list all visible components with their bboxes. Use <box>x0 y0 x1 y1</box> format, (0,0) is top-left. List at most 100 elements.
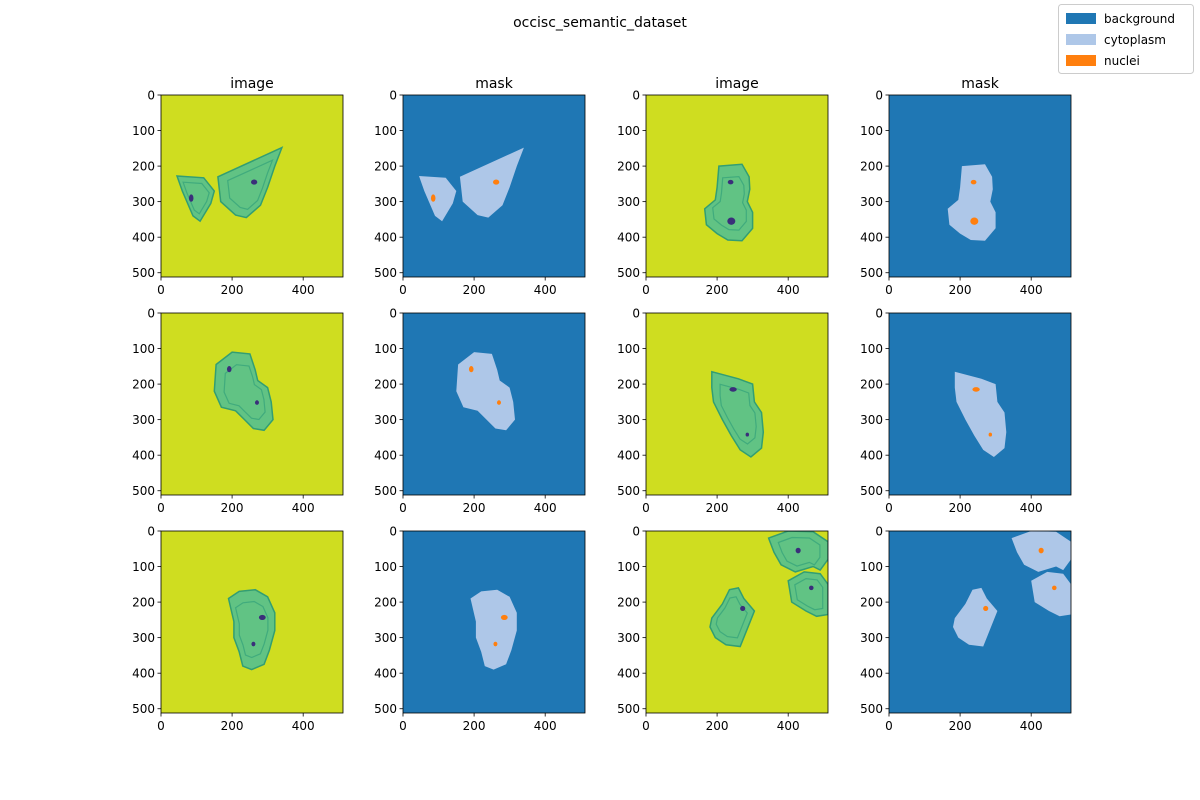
nucleus-region <box>430 194 436 202</box>
x-tick-label: 200 <box>706 501 729 515</box>
y-tick-label: 100 <box>617 560 640 574</box>
figure-title: occisc_semantic_dataset <box>513 15 687 31</box>
legend-swatch-nuclei <box>1066 55 1096 66</box>
y-tick-label: 100 <box>132 342 155 356</box>
y-tick-label: 400 <box>617 667 640 681</box>
cytoplasm-region <box>1031 571 1071 617</box>
legend-label-background: background <box>1104 12 1175 26</box>
x-tick-label: 0 <box>157 719 165 733</box>
y-tick-label: 400 <box>374 667 397 681</box>
panel-image-4: 0 200 400 0 100 200 300 400 500 <box>617 307 829 515</box>
x-tick-label: 400 <box>1020 719 1043 733</box>
y-tick-label: 100 <box>374 560 397 574</box>
y-tick-label: 300 <box>374 413 397 427</box>
x-tick-label: 400 <box>777 501 800 515</box>
y-tick-label: 100 <box>860 342 883 356</box>
nucleus-region <box>493 641 498 647</box>
y-tick-label: 100 <box>860 560 883 574</box>
y-tick-label: 400 <box>617 449 640 463</box>
nucleus <box>727 217 736 225</box>
panel-mask-5: 0 200 400 0 100 200 300 400 500 <box>374 525 586 733</box>
y-tick-label: 200 <box>374 378 397 392</box>
panel-image-3: 0 200 400 0 100 200 300 400 500 <box>132 307 344 515</box>
x-tick-label: 200 <box>949 719 972 733</box>
y-tick-label: 400 <box>860 231 883 245</box>
y-tick-label: 300 <box>132 631 155 645</box>
x-tick-label: 0 <box>642 283 650 297</box>
cytoplasm-region <box>459 147 524 218</box>
x-tick-label: 200 <box>706 283 729 297</box>
y-tick-label: 100 <box>860 124 883 138</box>
y-tick-label: 400 <box>132 667 155 681</box>
y-tick-label: 400 <box>132 449 155 463</box>
y-tick-label: 0 <box>389 525 397 539</box>
nucleus-region <box>500 614 508 620</box>
legend-label-cytoplasm: cytoplasm <box>1104 33 1166 47</box>
panel-image-2: image 0 200 400 0 100 200 300 400 500 <box>617 76 829 297</box>
cytoplasm-region <box>419 176 457 222</box>
cytoplasm-region <box>953 587 998 647</box>
y-tick-label: 200 <box>132 160 155 174</box>
y-tick-label: 300 <box>860 631 883 645</box>
x-tick-label: 200 <box>221 283 244 297</box>
nucleus <box>226 366 232 373</box>
cell-body <box>227 588 276 671</box>
nucleus <box>188 194 194 202</box>
x-tick-label: 0 <box>885 719 893 733</box>
y-tick-label: 500 <box>132 484 155 498</box>
x-tick-label: 0 <box>157 283 165 297</box>
y-tick-label: 500 <box>860 702 883 716</box>
y-tick-label: 400 <box>132 231 155 245</box>
x-tick-label: 200 <box>463 501 486 515</box>
x-tick-label: 0 <box>399 501 407 515</box>
x-tick-label: 200 <box>463 283 486 297</box>
legend: background cytoplasm nuclei <box>1058 4 1194 74</box>
y-tick-label: 300 <box>374 631 397 645</box>
cell-fold <box>227 159 274 210</box>
y-tick-label: 400 <box>374 449 397 463</box>
x-tick-label: 400 <box>292 719 315 733</box>
x-tick-label: 0 <box>399 283 407 297</box>
nucleus-region <box>493 179 500 185</box>
x-tick-label: 400 <box>534 719 557 733</box>
legend-swatch-cytoplasm <box>1066 34 1096 45</box>
y-tick-label: 500 <box>860 484 883 498</box>
y-tick-label: 0 <box>147 307 155 321</box>
y-tick-label: 300 <box>132 195 155 209</box>
y-tick-label: 200 <box>132 378 155 392</box>
panel-mask-4: 0 200 400 0 100 200 300 400 500 <box>860 307 1072 515</box>
nucleus <box>727 179 734 185</box>
axes-frame <box>402 312 586 496</box>
y-tick-label: 0 <box>875 307 883 321</box>
y-tick-label: 500 <box>617 484 640 498</box>
x-tick-label: 0 <box>885 283 893 297</box>
y-tick-label: 0 <box>875 525 883 539</box>
y-tick-label: 500 <box>374 702 397 716</box>
x-tick-label: 0 <box>642 719 650 733</box>
y-tick-label: 300 <box>860 195 883 209</box>
x-tick-label: 0 <box>885 501 893 515</box>
y-tick-label: 100 <box>617 342 640 356</box>
cell-fold <box>712 175 747 231</box>
y-tick-label: 0 <box>147 89 155 103</box>
y-tick-label: 100 <box>374 342 397 356</box>
y-tick-label: 400 <box>860 667 883 681</box>
nucleus-region <box>1038 547 1044 554</box>
y-tick-label: 300 <box>617 195 640 209</box>
cytoplasm-region <box>470 589 517 670</box>
x-tick-label: 400 <box>777 719 800 733</box>
y-tick-label: 300 <box>617 631 640 645</box>
y-tick-label: 300 <box>617 413 640 427</box>
y-tick-label: 500 <box>132 702 155 716</box>
y-tick-label: 500 <box>132 266 155 280</box>
panel-title: mask <box>475 76 514 92</box>
nucleus-region <box>468 366 474 373</box>
panel-image-1: image 0 200 400 0 100 200 300 400 500 <box>132 76 344 297</box>
x-tick-label: 400 <box>534 501 557 515</box>
cell-fold <box>777 536 821 567</box>
nucleus-region <box>983 605 989 612</box>
axes-frame <box>160 530 344 714</box>
y-tick-label: 200 <box>860 160 883 174</box>
y-tick-label: 0 <box>147 525 155 539</box>
